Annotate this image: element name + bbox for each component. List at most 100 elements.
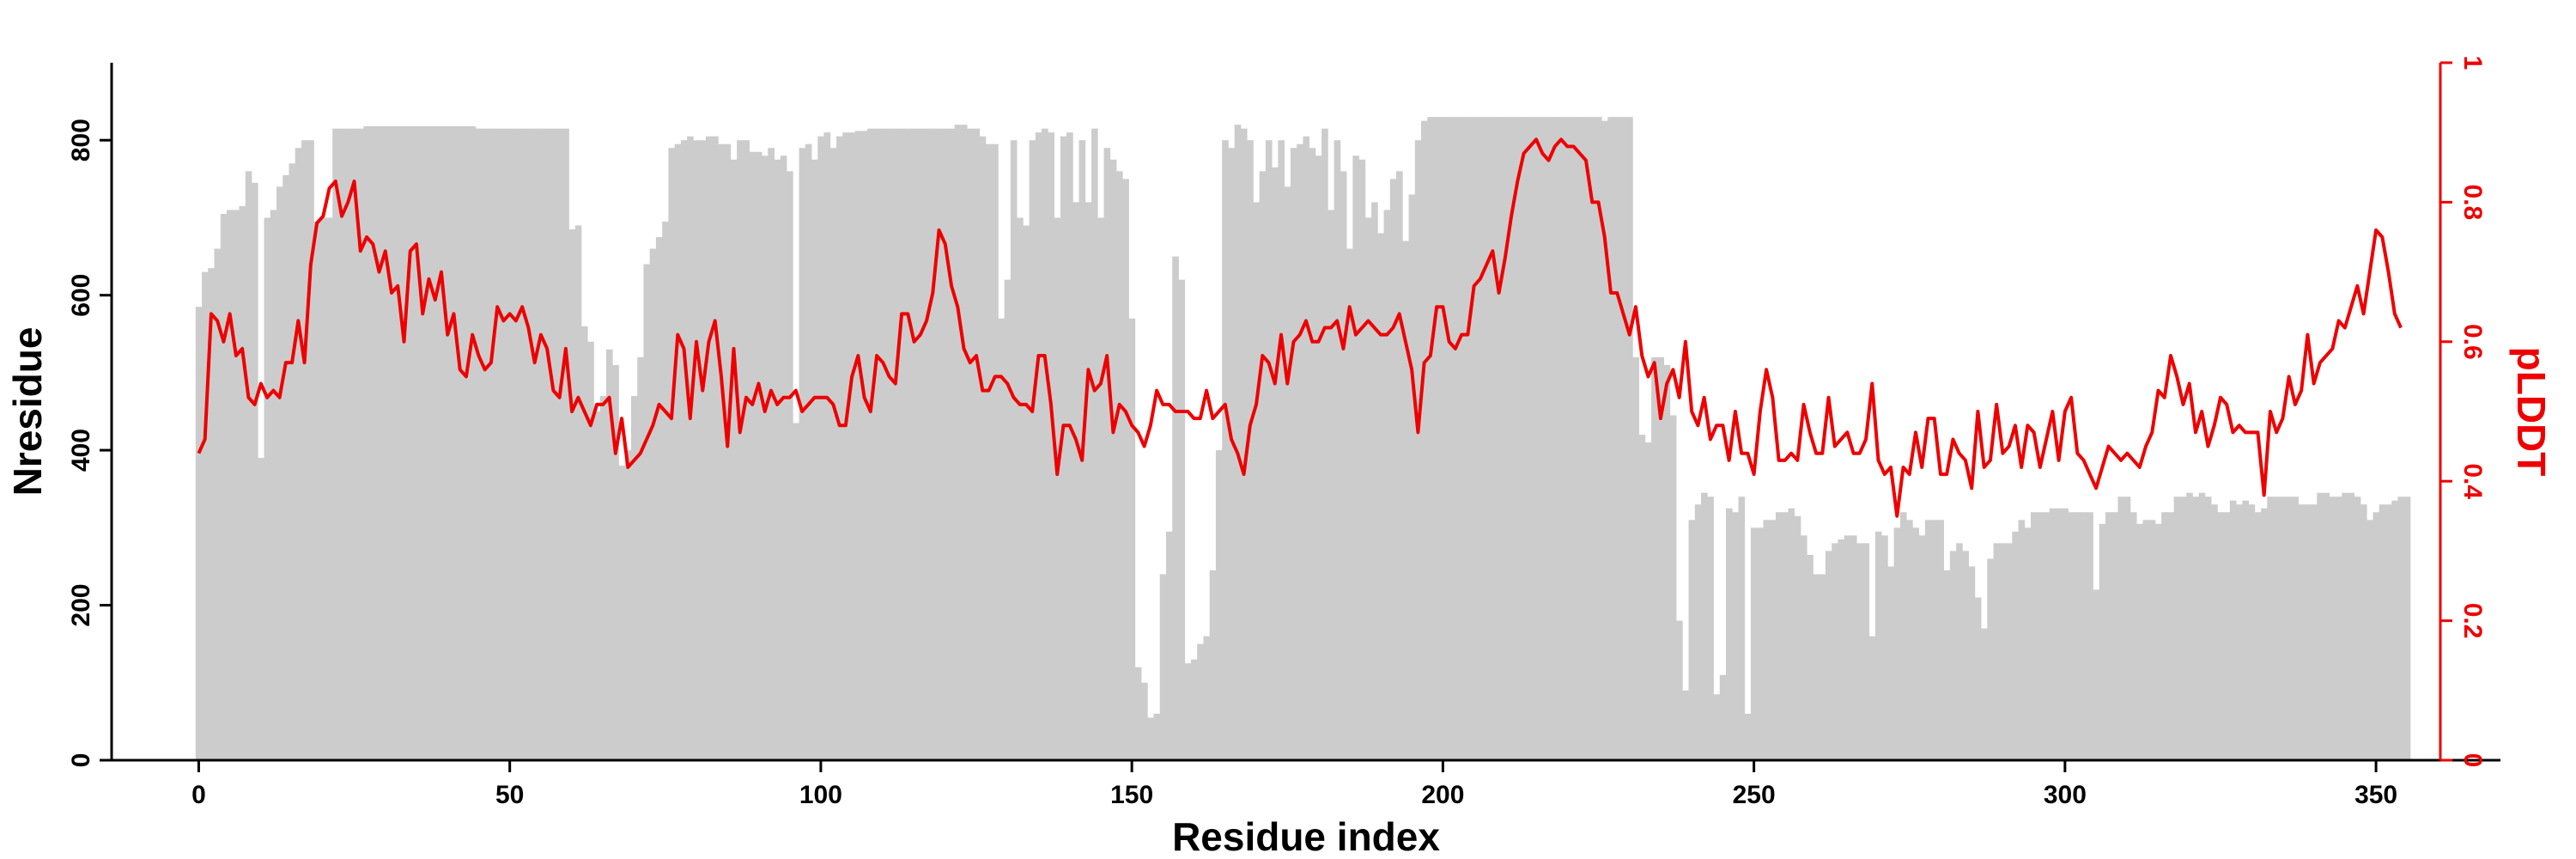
nresidue-bar — [712, 136, 719, 760]
nresidue-bar — [276, 186, 283, 761]
nresidue-bar — [929, 128, 937, 760]
nresidue-bar — [432, 125, 439, 761]
nresidue-bar — [1657, 356, 1664, 760]
nresidue-bar — [1153, 713, 1161, 760]
nresidue-bar — [574, 225, 582, 761]
nresidue-bar — [1427, 117, 1434, 760]
nresidue-bar — [2403, 497, 2411, 760]
nresidue-bar — [2354, 497, 2361, 760]
nresidue-bar — [319, 217, 327, 760]
nresidue-bar — [705, 136, 713, 760]
nresidue-bar — [1999, 543, 2007, 760]
nresidue-bar — [227, 210, 234, 761]
nresidue-bar — [507, 128, 513, 760]
y-tick-label: 200 — [67, 584, 95, 627]
nresidue-bar — [762, 155, 769, 760]
nresidue-bar — [2391, 500, 2398, 760]
nresidue-bar — [1613, 117, 1621, 760]
nresidue-bar — [1651, 356, 1658, 760]
nresidue-bar — [630, 395, 638, 760]
nresidue-bar — [730, 159, 738, 760]
nresidue-bar — [2323, 492, 2330, 760]
nresidue-bar — [2223, 512, 2231, 760]
nresidue-bar — [2043, 512, 2050, 760]
nresidue-bar — [1383, 210, 1391, 761]
nresidue-bars — [195, 117, 2411, 761]
nresidue-bar — [2192, 497, 2200, 760]
nresidue-bar — [1371, 202, 1378, 760]
nresidue-bar — [2229, 500, 2237, 760]
nresidue-bar — [264, 217, 271, 760]
nresidue-bar — [892, 128, 899, 760]
nresidue-bar — [1103, 148, 1111, 761]
nresidue-bar — [1545, 117, 1552, 760]
x-axis-title: Residue index — [1172, 814, 1440, 859]
nresidue-bar — [1533, 117, 1540, 760]
nresidue-bar — [1962, 551, 1969, 760]
nresidue-bar — [1707, 497, 1714, 760]
nresidue-bar — [1159, 574, 1167, 760]
nresidue-bar — [1091, 128, 1098, 760]
nresidue-bar — [1084, 202, 1092, 760]
nresidue-bar — [1887, 566, 1895, 760]
nresidue-bar — [2049, 508, 2057, 760]
nresidue-bar — [755, 151, 762, 760]
nresidue-bar — [2117, 497, 2125, 760]
nresidue-bar — [2111, 512, 2118, 760]
nresidue-bar — [1452, 117, 1459, 760]
nresidue-bar — [1825, 551, 1832, 760]
nresidue-bar — [2179, 497, 2187, 760]
nresidue-bar — [2286, 497, 2293, 760]
nresidue-bar — [1862, 543, 1870, 760]
nresidue-bar — [1141, 682, 1148, 760]
nresidue-bar — [1010, 140, 1018, 761]
nresidue-bar — [519, 128, 526, 760]
nresidue-bar — [1832, 543, 1838, 760]
nresidue-bar — [1595, 117, 1602, 760]
nresidue-bar — [687, 136, 694, 760]
nresidue-bar — [1408, 194, 1416, 760]
nresidue-bar — [2018, 520, 2026, 760]
nresidue-bar — [2080, 512, 2087, 760]
nresidue-bar — [2254, 512, 2262, 760]
nresidue-bar — [388, 125, 396, 761]
nresidue-bar — [344, 128, 352, 760]
nresidue-bar — [2129, 512, 2137, 760]
nresidue-bar — [2105, 512, 2112, 760]
nresidue-bar — [1912, 527, 1920, 760]
nresidue-bar — [985, 143, 993, 761]
nresidue-bar — [562, 128, 569, 760]
nresidue-bar — [2342, 492, 2348, 760]
nresidue-bar — [1502, 117, 1509, 760]
nresidue-bar — [407, 125, 414, 761]
nresidue-bar — [2142, 520, 2150, 760]
y2-axis-title: pLDDT — [2509, 347, 2554, 477]
nresidue-bar — [313, 221, 321, 761]
nresidue-bar — [1147, 717, 1154, 760]
nresidue-bar — [239, 205, 246, 760]
nresidue-bar — [2292, 497, 2299, 760]
nresidue-bar — [1315, 155, 1322, 760]
y2-tick-label: 0.6 — [2458, 324, 2487, 360]
nresidue-bar — [1203, 636, 1211, 760]
nresidue-bar — [2031, 512, 2038, 760]
y-tick-label: 400 — [67, 429, 95, 472]
nresidue-bar — [1389, 179, 1397, 760]
nresidue-bar — [369, 125, 377, 761]
nresidue-bar — [1937, 520, 1944, 760]
y2-tick-label: 1 — [2458, 56, 2487, 70]
nresidue-bar — [1874, 531, 1882, 760]
nresidue-bar — [854, 131, 862, 760]
nresidue-bar — [1023, 225, 1030, 761]
nresidue-bar — [233, 210, 240, 761]
nresidue-bar — [1763, 520, 1771, 760]
nresidue-bar — [898, 128, 906, 760]
nresidue-bar — [500, 128, 507, 760]
nresidue-bar — [1066, 132, 1073, 760]
nresidue-bar — [2385, 504, 2392, 760]
nresidue-bar — [532, 128, 538, 760]
nresidue-bar — [2273, 497, 2281, 760]
nresidue-bar — [1993, 543, 2001, 760]
nresidue-bar — [357, 128, 364, 760]
nresidue-bar — [1856, 543, 1863, 760]
